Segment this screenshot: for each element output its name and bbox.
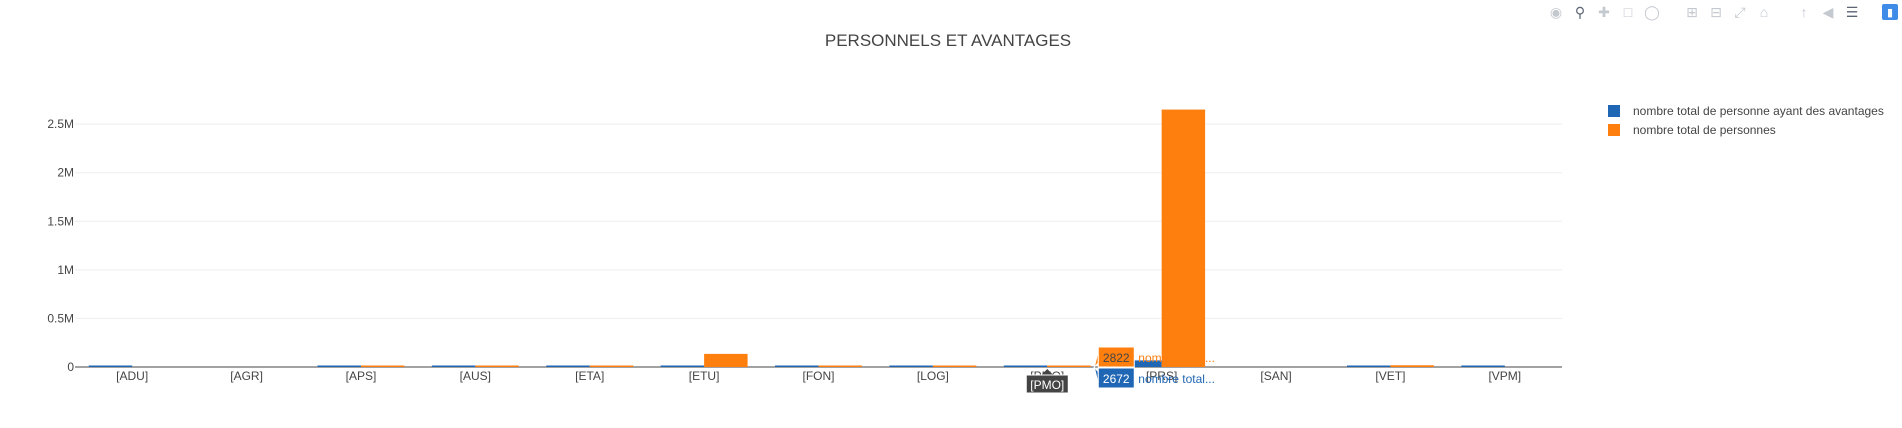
plotly-logo-icon[interactable]: ▮ xyxy=(1882,4,1898,20)
camera-icon[interactable]: ◉ xyxy=(1549,3,1563,20)
bar-personnes[interactable] xyxy=(589,365,634,368)
x-tick-label: [AUS] xyxy=(460,369,491,383)
x-tick-label: [ETA] xyxy=(575,369,604,383)
x-tick-label: [APS] xyxy=(346,369,377,383)
bar-avantages[interactable] xyxy=(88,365,133,368)
bar-personnes[interactable] xyxy=(475,365,519,368)
legend-label[interactable]: nombre total de personnes xyxy=(1633,123,1776,137)
x-tick-label: [ETU] xyxy=(689,369,720,383)
hover-tooltip: 2822 nombre total...2672 nombre total...[P… xyxy=(1025,346,1215,394)
bar-personnes[interactable] xyxy=(1390,365,1434,367)
pan-icon[interactable]: ✚ xyxy=(1598,3,1610,20)
bar-avantages[interactable] xyxy=(1118,360,1162,367)
bar-avantages[interactable] xyxy=(660,365,705,368)
bar-avantages[interactable] xyxy=(889,365,933,368)
lasso-icon[interactable]: ◯ xyxy=(1644,3,1660,20)
bar-avantages[interactable] xyxy=(1003,365,1048,368)
hover-compare-icon[interactable]: ☰ xyxy=(1845,3,1859,20)
bar-avantages[interactable] xyxy=(1461,365,1505,368)
bar-avantages[interactable] xyxy=(431,365,476,368)
x-tick-label: [AGR] xyxy=(230,369,263,383)
spike-lines-icon[interactable]: ↑ xyxy=(1800,4,1808,20)
legend-swatch[interactable] xyxy=(1608,105,1620,117)
hover-value: 2672 xyxy=(1103,372,1130,386)
y-tick-label: 2.5M xyxy=(47,117,74,131)
legend-swatch[interactable] xyxy=(1608,124,1620,136)
y-tick-label: 1M xyxy=(57,263,74,277)
bar-avantages[interactable] xyxy=(775,365,819,368)
y-tick-label: 1.5M xyxy=(47,214,74,228)
bars-layer[interactable] xyxy=(88,109,1505,368)
bar-avantages[interactable] xyxy=(1346,365,1391,368)
x-tick-label: [ADU] xyxy=(116,369,148,383)
bar-personnes[interactable] xyxy=(1161,109,1206,368)
y-tick-label: 2M xyxy=(57,166,74,180)
x-axis: [ADU] [AGR] [APS] [AUS] [ETA] [ETU] [FON] [LOG]… xyxy=(116,369,1521,383)
bar-avantages[interactable] xyxy=(546,365,590,368)
box-select-icon[interactable]: □ xyxy=(1623,4,1633,20)
hover-pointer xyxy=(1093,366,1099,385)
legend[interactable]: nombre total de personne ayant des avant… xyxy=(1608,104,1884,137)
bar-personnes[interactable] xyxy=(1047,365,1091,368)
y-axis: 0 0.5M 1M 1.5M 2M 2.5M xyxy=(47,117,74,374)
x-tick-label: [VET] xyxy=(1375,369,1405,383)
y-tick-label: 0.5M xyxy=(47,311,74,325)
hover-category-box xyxy=(1025,374,1069,394)
hover-series-label: nombre total... xyxy=(1138,351,1215,365)
bar-personnes[interactable] xyxy=(704,353,748,367)
hover-closest-icon[interactable]: ◀ xyxy=(1822,3,1834,20)
autoscale-icon[interactable]: ⤢ xyxy=(1734,3,1746,20)
hover-value-box xyxy=(1097,346,1135,368)
bar-personnes[interactable] xyxy=(932,365,977,368)
chart-title: PERSONNELS ET AVANTAGES xyxy=(825,31,1071,50)
x-tick-label: [FON] xyxy=(803,369,835,383)
x-tick-label: [PRS] xyxy=(1146,369,1177,383)
bar-avantages[interactable] xyxy=(317,365,361,368)
hover-value: 2822 xyxy=(1103,351,1130,365)
x-tick-label: [VPM] xyxy=(1488,369,1521,383)
bar-personnes[interactable] xyxy=(360,365,405,368)
hover-series-label: nombre total... xyxy=(1138,372,1215,386)
hover-category-label: [PMO] xyxy=(1030,378,1064,392)
bar-personnes[interactable] xyxy=(818,365,862,368)
hover-value-box xyxy=(1097,367,1135,389)
legend-label[interactable]: nombre total de personne ayant des avant… xyxy=(1633,104,1884,118)
x-tick-label: [SAN] xyxy=(1260,369,1291,383)
hover-category-pointer xyxy=(1041,369,1054,375)
zoom-icon[interactable]: ⚲ xyxy=(1574,3,1586,20)
x-tick-label: [LOG] xyxy=(917,369,949,383)
modebar: ◉ ⚲ ✚ □ ◯ ⊞ ⊟ ⤢ ⌂ ↑ ◀ ☰ ▮ xyxy=(1546,2,1898,22)
reset-axes-icon[interactable]: ⌂ xyxy=(1759,4,1769,20)
zoom-in-icon[interactable]: ⊞ xyxy=(1686,3,1698,20)
zoom-out-icon[interactable]: ⊟ xyxy=(1710,3,1722,20)
y-tick-label: 0 xyxy=(67,360,74,374)
grid-lines xyxy=(75,123,1562,368)
hover-pointer xyxy=(1093,350,1099,369)
